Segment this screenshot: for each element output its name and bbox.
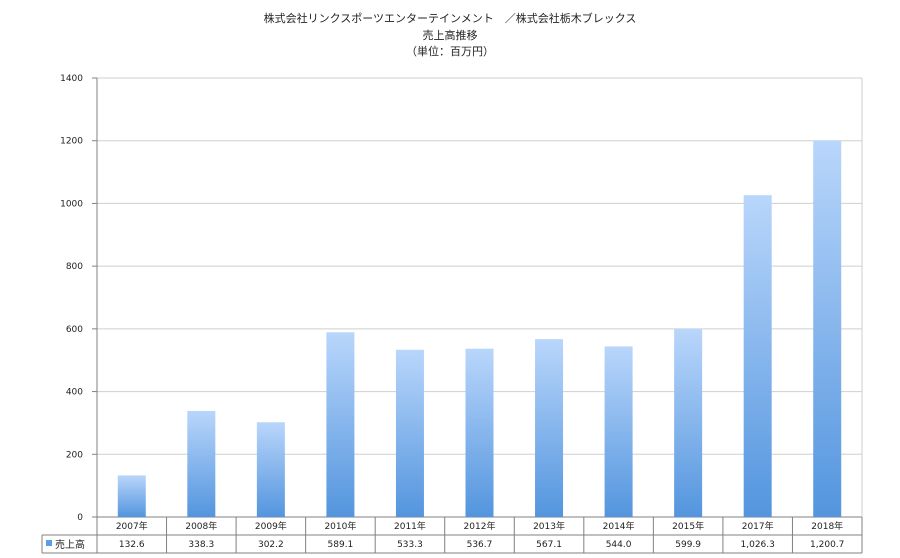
x-category-label: 2013年: [533, 520, 565, 532]
bar: [256, 422, 285, 517]
bar: [674, 328, 703, 517]
data-value-label: 567.1: [536, 540, 562, 550]
data-value-label: 533.3: [397, 540, 423, 550]
data-value-label: 1,026.3: [741, 540, 775, 550]
bar: [395, 349, 424, 517]
x-category-label: 2017年: [742, 520, 774, 532]
data-value-label: 338.3: [188, 540, 214, 550]
data-value-label: 536.7: [467, 540, 493, 550]
legend-marker: [46, 540, 52, 546]
bar: [604, 346, 633, 517]
x-category-label: 2008年: [185, 520, 217, 532]
x-category-label: 2010年: [324, 520, 356, 532]
legend-series-name: 売上高: [55, 538, 85, 551]
y-tick-label: 1200: [60, 137, 83, 147]
x-category-label: 2011年: [394, 520, 426, 532]
data-value-label: 302.2: [258, 540, 284, 550]
bars: [117, 140, 842, 517]
y-tick-label: 200: [66, 450, 83, 460]
data-table: 2007年 2008年 2009年 2010年 2011年 2012年 2013年 2014年…: [41, 517, 863, 554]
y-tick-label: 0: [77, 513, 83, 523]
x-category-label: 2014年: [603, 520, 635, 532]
x-category-label: 2007年: [116, 520, 148, 532]
x-category-label: 2018年: [811, 520, 843, 532]
data-value-label: 599.9: [675, 540, 701, 550]
y-tick-label: 800: [66, 262, 83, 272]
chart-subtitle: 売上高推移: [423, 28, 478, 42]
data-value-label: 589.1: [328, 540, 354, 550]
x-category-label: 2015年: [672, 520, 704, 532]
x-category-label: 2012年: [464, 520, 496, 532]
chart-title: 株式会社リンクスポーツエンターテインメント ／株式会社栃木ブレックス: [264, 11, 637, 25]
data-value-label: 132.6: [119, 540, 145, 550]
bar: [117, 475, 146, 517]
y-tick-label: 1000: [60, 199, 83, 209]
bar: [535, 339, 564, 517]
x-category-label: 2009年: [255, 520, 287, 532]
bar: [465, 348, 494, 517]
y-tick-label: 600: [66, 325, 83, 335]
chart-unit: （単位：百万円）: [406, 44, 494, 58]
y-tick-label: 1400: [60, 74, 83, 84]
bar: [187, 410, 216, 517]
data-value-label: 1,200.7: [810, 540, 844, 550]
bar: [743, 195, 772, 517]
data-value-label: 544.0: [606, 540, 632, 550]
axes: [92, 77, 863, 553]
bar: [326, 332, 355, 517]
y-tick-labels: 0 200 400 600 800 1000 1200 1400: [60, 74, 83, 523]
bar: [813, 140, 842, 517]
y-tick-label: 400: [66, 388, 83, 398]
